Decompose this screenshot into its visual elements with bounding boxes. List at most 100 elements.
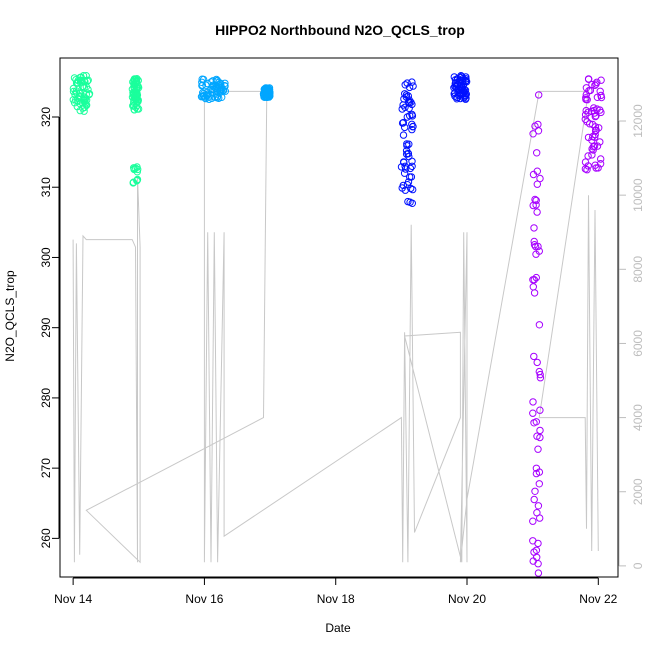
data-point	[129, 179, 137, 187]
x-tick-label: Nov 20	[448, 592, 486, 606]
data-point	[533, 167, 541, 175]
data-point	[82, 83, 91, 91]
data-point	[133, 75, 141, 83]
data-point	[581, 111, 590, 119]
data-point	[134, 165, 142, 174]
data-point	[530, 352, 538, 361]
x-tick-label: Nov 18	[317, 592, 355, 606]
y-tick-label: 280	[39, 388, 53, 408]
data-point	[591, 130, 599, 139]
data-point	[80, 93, 88, 101]
data-point	[198, 81, 207, 89]
y2-tick-label: 4000	[631, 404, 645, 431]
data-point	[582, 90, 590, 99]
x-tick-label: Nov 14	[54, 592, 92, 606]
data-point	[202, 81, 210, 89]
y-tick-label: 290	[39, 317, 53, 337]
data-point	[400, 158, 408, 167]
data-point	[589, 143, 598, 151]
y-tick-label: 320	[39, 107, 53, 127]
x-axis-label: Date	[325, 621, 351, 635]
data-point	[535, 480, 543, 488]
data-point	[533, 208, 541, 216]
data-point	[262, 92, 270, 101]
data-point	[133, 91, 142, 99]
series-flight-2	[128, 75, 143, 187]
data-point	[530, 237, 538, 246]
series-flight-3	[197, 75, 230, 104]
data-point	[534, 502, 543, 510]
data-point	[530, 495, 538, 504]
data-point	[263, 85, 271, 94]
data-point	[401, 123, 409, 132]
data-point	[405, 152, 413, 161]
data-point	[592, 164, 600, 172]
data-point	[134, 82, 142, 91]
data-points-layer	[69, 72, 606, 577]
data-point	[218, 93, 226, 102]
data-point	[207, 78, 215, 86]
data-point	[596, 160, 605, 168]
data-point	[399, 118, 408, 127]
axes-layer: Nov 14 Nov 16 Nov 18 Nov 20 Nov 22 260 270 280 2…	[39, 104, 645, 606]
data-point	[401, 165, 410, 173]
data-point	[409, 82, 417, 90]
series-flight-5	[397, 78, 417, 208]
data-point	[533, 149, 541, 157]
data-point	[451, 88, 459, 97]
data-point	[535, 321, 544, 329]
data-point	[213, 87, 222, 95]
data-point	[590, 142, 599, 150]
data-point	[582, 106, 590, 115]
data-point	[536, 426, 544, 435]
series-flight-4	[259, 84, 274, 102]
data-point	[402, 150, 411, 158]
data-point	[400, 169, 409, 177]
data-point	[530, 289, 539, 297]
data-point	[408, 199, 416, 208]
data-point	[406, 173, 414, 181]
data-point	[76, 78, 85, 87]
data-point	[401, 90, 409, 98]
data-point	[584, 75, 593, 83]
data-point	[532, 418, 540, 426]
data-point	[217, 82, 225, 90]
data-point	[403, 79, 411, 87]
data-point	[536, 374, 545, 382]
data-point	[529, 517, 537, 525]
data-point	[535, 468, 544, 476]
series-flight-6	[450, 72, 471, 103]
data-point	[209, 77, 217, 85]
data-point	[406, 164, 415, 173]
y2-tick-label: 2000	[631, 478, 645, 505]
y2-tick-label: 8000	[631, 256, 645, 283]
x-tick-label: Nov 22	[579, 592, 617, 606]
data-point	[458, 72, 466, 81]
data-point	[593, 105, 601, 113]
data-point	[400, 95, 408, 103]
data-point	[132, 103, 140, 112]
data-point	[73, 78, 81, 87]
data-point	[593, 93, 602, 102]
data-point	[133, 176, 141, 185]
data-point	[530, 224, 538, 232]
data-point	[199, 89, 207, 97]
data-point	[72, 87, 81, 95]
data-point	[583, 166, 591, 174]
data-point	[588, 151, 596, 159]
data-point	[409, 185, 417, 194]
data-point	[532, 196, 540, 205]
data-point	[595, 124, 603, 132]
data-point	[262, 90, 270, 98]
data-point	[534, 445, 542, 453]
data-point	[534, 120, 542, 129]
y2-tick-label: 0	[631, 562, 645, 569]
data-point	[529, 557, 537, 565]
altitude-trace-layer	[72, 90, 599, 564]
data-point	[534, 242, 542, 251]
data-point	[596, 138, 604, 146]
data-point	[530, 276, 538, 284]
data-point	[591, 123, 600, 131]
series-flight-1	[69, 72, 94, 115]
